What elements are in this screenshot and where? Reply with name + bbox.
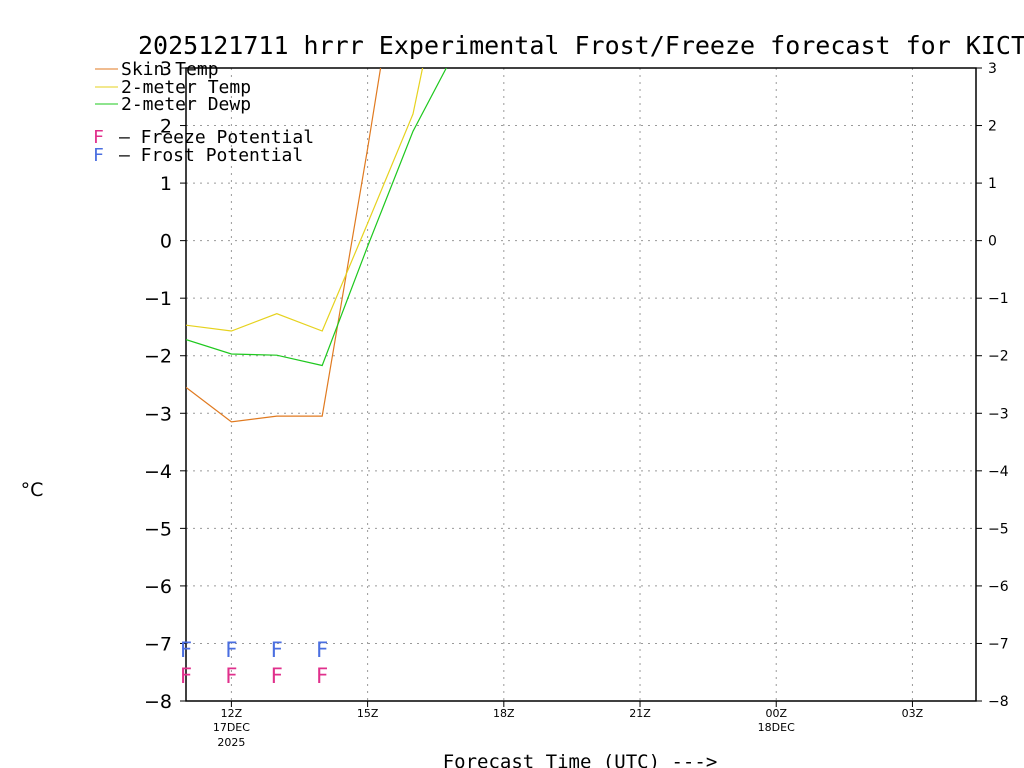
y-tick-label-right: 3	[988, 61, 997, 77]
legend: Skin Temp 2-meter Temp 2-meter Dewp F – …	[93, 59, 314, 166]
y-unit-label: °C	[21, 479, 44, 501]
x-tick-label: 21Z	[629, 707, 651, 720]
y-axis-left: −8 −7 −6 −5 −4 −3 −2 −1 0 1 2 3	[144, 58, 186, 713]
y-tick-label-right: −6	[988, 579, 1009, 595]
x-tick-label: 12Z	[221, 707, 243, 720]
freeze-flag: F	[225, 664, 237, 688]
legend-freeze-letter: F	[93, 127, 104, 148]
x-tick-date: 17DEC	[213, 721, 250, 734]
legend-frost-letter: F	[93, 145, 104, 166]
y-tick-label-left: −7	[144, 633, 172, 655]
x-tick-label: 15Z	[357, 707, 379, 720]
y-tick-label-left: 1	[160, 173, 172, 195]
legend-freeze-text: – Freeze Potential	[119, 127, 314, 148]
y-tick-label-left: −6	[144, 576, 172, 598]
y-tick-label-left: 0	[160, 231, 172, 253]
legend-frost-text: – Frost Potential	[119, 145, 303, 166]
chart-title: 2025121711 hrrr Experimental Frost/Freez…	[138, 31, 1024, 60]
y-tick-label-left: −5	[144, 518, 172, 540]
y-tick-label-left: −2	[144, 346, 172, 368]
series-line-2-meter-temp	[186, 68, 424, 332]
y-tick-label-right: −3	[988, 406, 1009, 422]
series-line-2-meter-dewp	[186, 68, 447, 367]
plot-frame	[185, 67, 977, 702]
x-tick-label: 18Z	[493, 707, 515, 720]
x-tick-year: 2025	[217, 736, 245, 749]
freeze-flag: F	[316, 664, 328, 688]
legend-label-dewp: 2-meter Dewp	[121, 94, 251, 115]
y-tick-label-right: −7	[988, 636, 1009, 652]
series-line-skin-temp	[186, 68, 382, 423]
x-axis-label: Forecast Time (UTC) --->	[443, 751, 718, 768]
y-tick-label-left: 2	[160, 116, 172, 138]
frost-flag: F	[225, 638, 237, 662]
y-tick-label-right: 0	[988, 234, 997, 250]
y-tick-label-left: −8	[144, 691, 172, 713]
frost-flag: F	[180, 638, 192, 662]
freeze-flag: F	[180, 664, 192, 688]
y-axis-right: −8 −7 −6 −5 −4 −3 −2 −1 0 1 2 3	[976, 61, 1009, 710]
y-tick-label-right: −8	[988, 694, 1009, 710]
y-tick-label-left: −4	[144, 461, 172, 483]
y-tick-label-left: 3	[160, 58, 172, 80]
frost-freeze-flags: F F F FF F F F	[180, 638, 328, 688]
freeze-flag: F	[271, 664, 283, 688]
y-tick-label-right: 2	[988, 119, 997, 135]
y-tick-label-left: −3	[144, 403, 172, 425]
frost-flag: F	[271, 638, 283, 662]
y-tick-label-right: −1	[988, 291, 1009, 307]
grid	[186, 68, 976, 701]
legend-label-skin: Skin Temp	[121, 59, 219, 80]
x-tick-label: 03Z	[902, 707, 924, 720]
legend-label-temp: 2-meter Temp	[121, 77, 251, 98]
x-tick-label: 00Z	[765, 707, 787, 720]
y-tick-label-right: −5	[988, 521, 1009, 537]
y-tick-label-left: −1	[144, 288, 172, 310]
y-tick-label-right: −2	[988, 349, 1009, 365]
y-tick-label-right: 1	[988, 176, 997, 192]
x-tick-date: 18DEC	[758, 721, 795, 734]
y-tick-label-right: −4	[988, 464, 1009, 480]
frost-flag: F	[316, 638, 328, 662]
series-lines	[186, 68, 447, 423]
